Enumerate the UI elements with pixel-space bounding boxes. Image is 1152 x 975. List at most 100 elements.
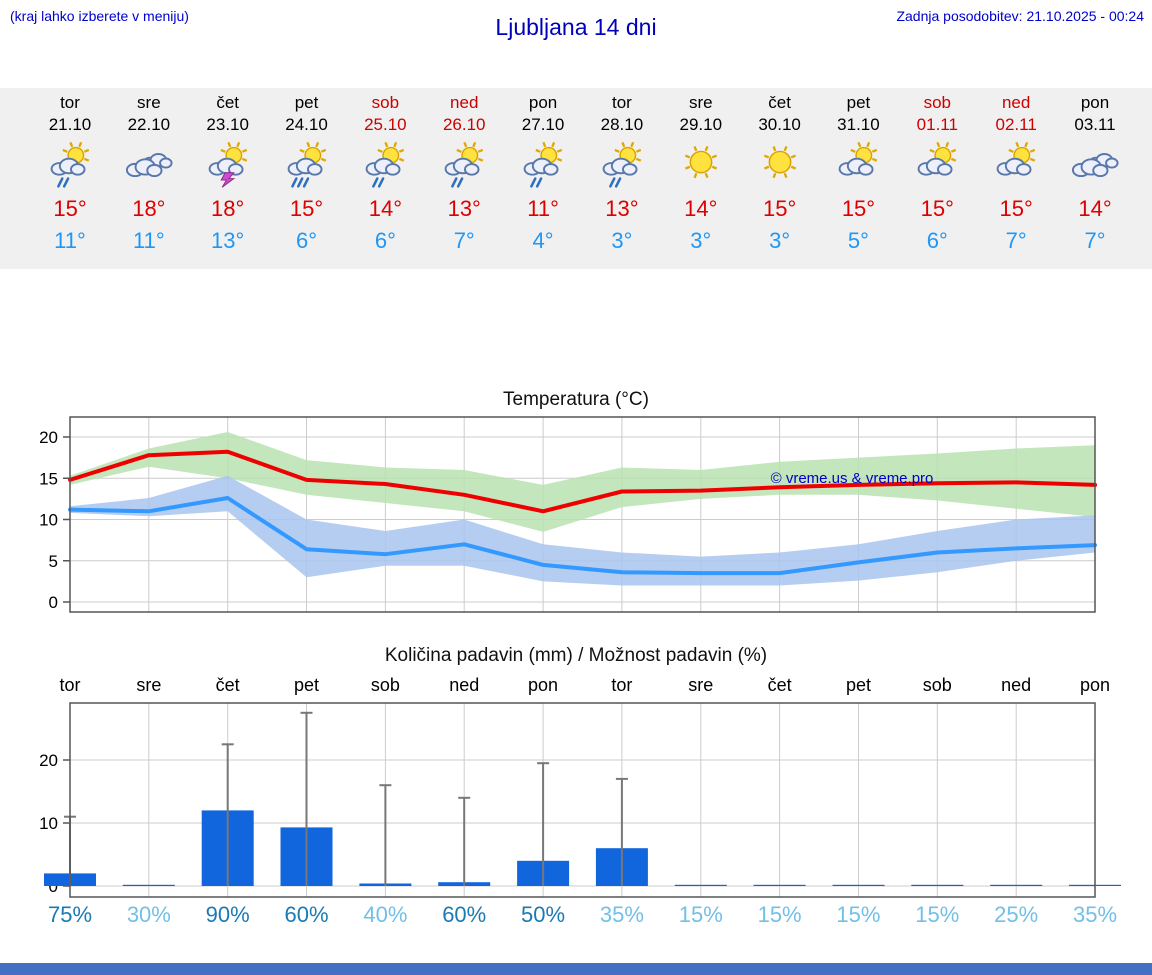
max-temperature: 14° bbox=[368, 196, 403, 221]
weather-icon-clouds bbox=[109, 140, 189, 194]
day-date: 31.10 bbox=[837, 115, 880, 134]
forecast-day-column: tor 28.10 13° 3° bbox=[582, 88, 662, 254]
precip-probability: 15% bbox=[678, 902, 723, 927]
precip-probability: 60% bbox=[284, 902, 329, 927]
weather-icon-sun-cloud-storm bbox=[188, 140, 268, 194]
weather-icon-sun bbox=[740, 140, 820, 194]
day-name: ned bbox=[450, 93, 479, 112]
precip-probability: 35% bbox=[599, 902, 644, 927]
precipitation-chart: 0 10 20 bbox=[0, 701, 1152, 901]
day-date: 21.10 bbox=[48, 115, 92, 134]
max-temperature: 15° bbox=[762, 196, 797, 221]
precip-probability: 30% bbox=[126, 902, 171, 927]
forecast-day-column: sob 01.11 15° 6° bbox=[897, 88, 977, 254]
svg-text:20: 20 bbox=[39, 751, 58, 770]
day-date: 23.10 bbox=[206, 115, 249, 134]
precip-day-label: čet bbox=[767, 675, 792, 695]
day-name: čet bbox=[216, 93, 240, 112]
day-name: tor bbox=[60, 93, 80, 112]
max-temperature: 15° bbox=[999, 196, 1033, 221]
weather-icon-sun-cloud bbox=[897, 140, 977, 194]
precip-probability: 25% bbox=[994, 902, 1039, 927]
min-temperature: 11° bbox=[133, 228, 165, 253]
max-temperature: 18° bbox=[132, 196, 166, 221]
min-temperature: 3° bbox=[690, 228, 712, 253]
forecast-day-column: čet 30.10 15° 3° bbox=[740, 88, 820, 254]
weather-icon-sun-cloud-rain bbox=[503, 140, 583, 194]
day-name: sob bbox=[371, 93, 400, 112]
precip-bar bbox=[674, 884, 727, 886]
max-temperature: 11° bbox=[527, 196, 559, 221]
forecast-strip: tor 21.10 15° 11° sre 22.10 18° 11° čet 23.10 18° 1… bbox=[0, 88, 1152, 269]
page-title: Ljubljana 14 dni bbox=[495, 14, 657, 40]
forecast-day-column: tor 21.10 15° 11° bbox=[30, 88, 110, 254]
min-temperature: 11° bbox=[54, 228, 86, 253]
min-temperature: 7° bbox=[453, 228, 475, 253]
precip-bar bbox=[990, 884, 1043, 886]
day-date: 24.10 bbox=[285, 115, 328, 134]
min-temperature: 6° bbox=[926, 228, 948, 253]
precip-probability: 35% bbox=[1072, 902, 1118, 927]
precip-probability: 50% bbox=[521, 902, 566, 927]
min-temperature: 5° bbox=[847, 228, 869, 253]
max-temperature: 13° bbox=[447, 196, 481, 221]
svg-text:10: 10 bbox=[39, 511, 58, 530]
day-name: ned bbox=[1001, 93, 1031, 112]
forecast-day-column: ned 02.11 15° 7° bbox=[976, 88, 1056, 254]
forecast-day-column: pon 03.11 14° 7° bbox=[1055, 88, 1135, 254]
day-name: sre bbox=[137, 93, 161, 112]
forecast-day-column: sre 22.10 18° 11° bbox=[109, 88, 189, 254]
precip-probability: 90% bbox=[205, 902, 250, 927]
day-date: 29.10 bbox=[679, 115, 723, 134]
day-name: pon bbox=[528, 93, 558, 112]
min-temperature: 4° bbox=[532, 228, 554, 253]
forecast-day-column: pon 27.10 11° 4° bbox=[503, 88, 583, 254]
day-date: 22.10 bbox=[127, 115, 171, 134]
forecast-day-column: pet 31.10 15° 5° bbox=[818, 88, 898, 254]
day-date: 25.10 bbox=[364, 115, 407, 134]
svg-text:10: 10 bbox=[39, 814, 58, 833]
precip-day-label: pet bbox=[294, 675, 320, 695]
day-name: pet bbox=[294, 93, 319, 112]
svg-text:0: 0 bbox=[49, 593, 58, 612]
weather-icon-sun-cloud bbox=[818, 140, 898, 194]
min-temperature: 7° bbox=[1084, 228, 1106, 253]
max-temperature: 18° bbox=[211, 196, 245, 221]
weather-icon-sun-cloud-heavy-rain bbox=[267, 140, 347, 194]
precip-day-label: sob bbox=[922, 675, 952, 695]
weather-icon-sun-cloud-rain bbox=[30, 140, 110, 194]
max-temperature: 15° bbox=[920, 196, 954, 221]
day-name: pet bbox=[846, 93, 871, 112]
precip-day-label: pet bbox=[845, 675, 871, 695]
weather-icon-clouds bbox=[1055, 140, 1135, 194]
precip-day-label: sob bbox=[370, 675, 400, 695]
precip-bar bbox=[122, 884, 175, 886]
precip-bar bbox=[832, 884, 885, 886]
precip-day-label: tor bbox=[611, 675, 633, 695]
forecast-day-column: sob 25.10 14° 6° bbox=[345, 88, 425, 254]
day-name: sob bbox=[923, 93, 951, 112]
max-temperature: 14° bbox=[1078, 196, 1112, 221]
footer-bar bbox=[0, 963, 1152, 975]
svg-text:0: 0 bbox=[49, 877, 58, 896]
temperature-chart: 0 5 10 15 20 © vreme.us & vreme.pro bbox=[0, 413, 1152, 617]
precip-probability: 60% bbox=[442, 902, 487, 927]
svg-text:15: 15 bbox=[39, 469, 58, 488]
day-date: 02.11 bbox=[995, 115, 1037, 134]
day-date: 26.10 bbox=[442, 115, 486, 134]
precipitation-day-labels: tor sre čet pet sob ned pon tor sre čet pet sob ned p… bbox=[0, 675, 1152, 697]
min-temperature: 6° bbox=[374, 228, 396, 253]
max-temperature: 14° bbox=[684, 196, 718, 221]
weather-icon-sun-cloud-rain bbox=[582, 140, 662, 194]
precip-probability: 15% bbox=[836, 902, 881, 927]
day-name: čet bbox=[768, 93, 791, 112]
precip-day-label: tor bbox=[59, 675, 81, 695]
precip-day-label: pon bbox=[1079, 675, 1111, 695]
precip-probability: 15% bbox=[915, 902, 960, 927]
min-temperature: 3° bbox=[769, 228, 791, 253]
max-temperature: 15° bbox=[841, 196, 876, 221]
svg-text:5: 5 bbox=[49, 552, 58, 571]
day-date: 03.11 bbox=[1074, 115, 1116, 134]
forecast-day-column: čet 23.10 18° 13° bbox=[188, 88, 268, 254]
min-temperature: 6° bbox=[296, 228, 318, 253]
